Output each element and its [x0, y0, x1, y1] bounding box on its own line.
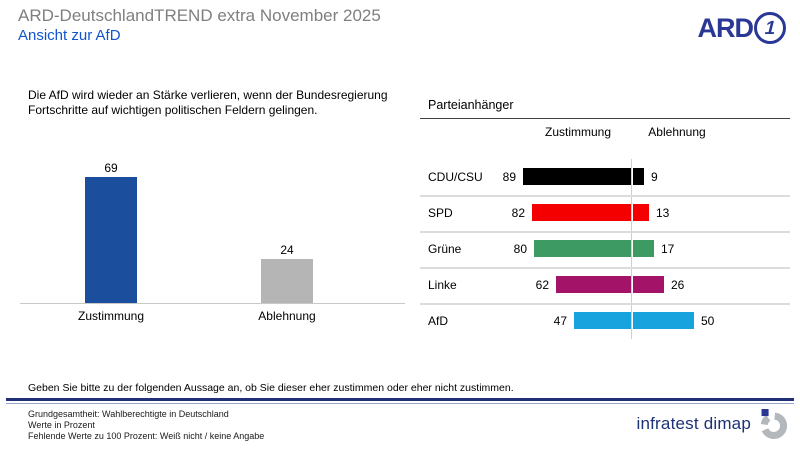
party-label: AfD — [428, 314, 449, 328]
ablehnung-value: 50 — [701, 314, 715, 328]
row-separator — [420, 267, 790, 269]
table-row-afd: AfD 47 50 — [420, 303, 792, 339]
ard-one-icon: 1 — [754, 12, 786, 44]
footnote-line-3: Fehlende Werte zu 100 Prozent: Weiß nich… — [28, 431, 265, 441]
ablehnung-bar — [633, 276, 664, 293]
center-axis-line — [631, 159, 632, 339]
survey-statement: Die AfD wird wieder an Stärke verlieren,… — [28, 88, 403, 118]
table-row-linke: Linke 62 26 — [420, 267, 792, 303]
zustimmung-bar — [556, 276, 631, 293]
zustimmung-bar — [85, 177, 137, 303]
title-underline — [420, 118, 790, 119]
bottom-divider-line — [6, 398, 794, 401]
row-separator — [420, 303, 790, 305]
ablehnung-category-label: Ablehnung — [258, 309, 316, 323]
zustimmung-value: 80 — [513, 242, 527, 256]
footnote-line-2: Werte in Prozent — [28, 420, 95, 430]
zustimmung-category-label: Zustimmung — [77, 309, 145, 323]
statement-line-1: Die AfD wird wieder an Stärke verlieren,… — [28, 88, 388, 102]
survey-question: Geben Sie bitte zu der folgenden Aussage… — [28, 382, 514, 394]
ablehnung-value: 26 — [671, 278, 685, 292]
table-row-spd: SPD 82 13 — [420, 195, 792, 231]
ablehnung-value-label: 24 — [280, 243, 294, 257]
ablehnung-value: 13 — [656, 206, 670, 220]
column-header-ablehnung: Ablehnung — [648, 125, 706, 139]
ablehnung-value: 17 — [661, 242, 675, 256]
party-label: Grüne — [428, 242, 462, 256]
column-header-zustimmung: Zustimmung — [544, 125, 612, 139]
ablehnung-bar — [633, 240, 654, 257]
zustimmung-value: 89 — [502, 170, 516, 184]
party-label: SPD — [428, 206, 453, 220]
zustimmung-bar — [574, 312, 631, 329]
zustimmung-value-label: 69 — [104, 161, 118, 175]
overall-bar-chart: 69 24 Zustimmung Ablehnung — [20, 150, 405, 330]
party-supporters-chart: Parteianhänger Zustimmung Ablehnung CDU/… — [420, 96, 792, 346]
party-label: Linke — [428, 278, 457, 292]
ard-logo: ARD 1 — [697, 12, 786, 44]
zustimmung-bar — [534, 240, 631, 257]
footnote-line-1: Grundgesamtheit: Wahlberechtigte in Deut… — [28, 409, 229, 419]
row-separator — [420, 195, 790, 197]
ard-logo-text: ARD — [697, 12, 754, 43]
zustimmung-value: 47 — [553, 314, 567, 328]
ablehnung-bar — [261, 259, 313, 303]
infratest-dimap-text: infratest dimap — [636, 414, 751, 433]
zustimmung-value: 62 — [535, 278, 549, 292]
party-label: CDU/CSU — [428, 170, 483, 184]
page-subtitle: Ansicht zur AfD — [18, 27, 121, 44]
bottom-divider-thin-line — [6, 403, 794, 404]
table-row-cdu-csu: CDU/CSU 89 9 — [420, 159, 792, 195]
table-row-gruene: Grüne 80 17 — [420, 231, 792, 267]
page-title: ARD-DeutschlandTREND extra November 2025 — [18, 6, 381, 25]
ablehnung-value: 9 — [651, 170, 658, 184]
statement-line-2: Fortschritte auf wichtigen politischen F… — [28, 103, 318, 117]
ablehnung-bar — [633, 168, 644, 185]
zustimmung-value: 82 — [511, 206, 525, 220]
infratest-dimap-mark-icon — [760, 409, 788, 439]
zustimmung-bar — [532, 204, 631, 221]
x-axis-baseline — [20, 303, 405, 304]
zustimmung-bar — [523, 168, 631, 185]
infratest-dimap-logo: infratest dimap — [637, 408, 789, 440]
row-separator — [420, 231, 790, 233]
party-table-title: Parteianhänger — [428, 98, 514, 112]
ablehnung-bar — [633, 312, 694, 329]
ablehnung-bar — [633, 204, 649, 221]
footnote: Grundgesamtheit: Wahlberechtigte in Deut… — [28, 409, 264, 442]
